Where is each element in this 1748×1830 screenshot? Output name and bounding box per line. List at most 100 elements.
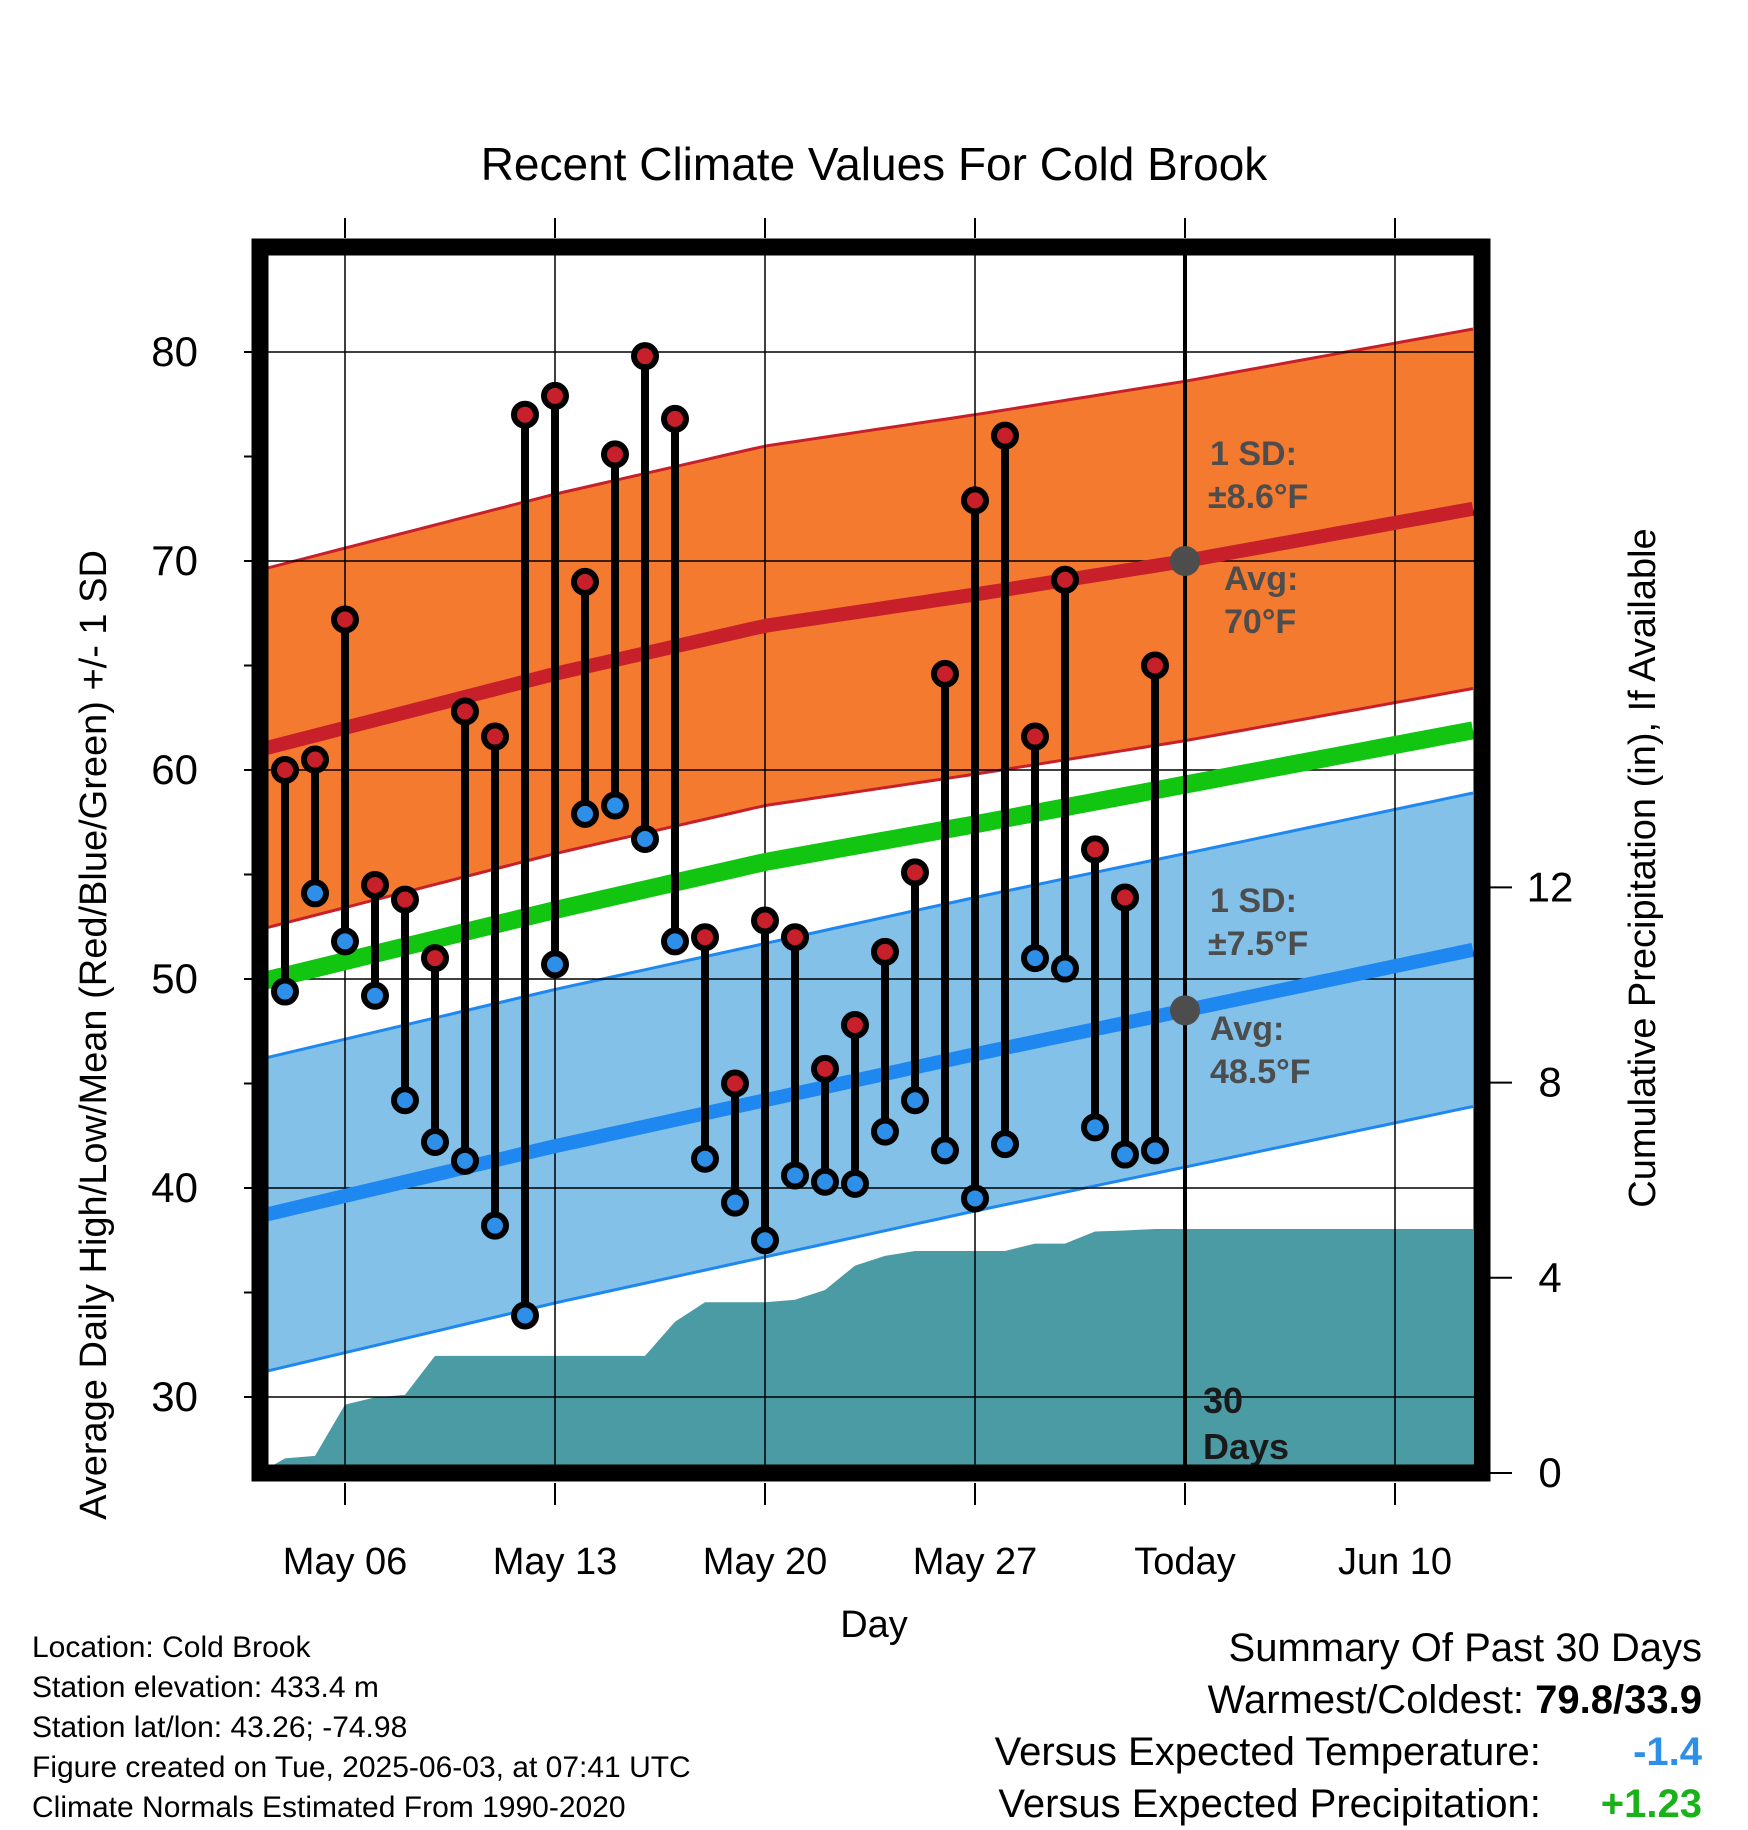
low-point (901, 1086, 929, 1115)
days-count: 30 (1203, 1380, 1243, 1421)
chart-title: Recent Climate Values For Cold Brook (481, 138, 1269, 190)
high-point (541, 381, 569, 410)
low-avg-value: 48.5°F (1210, 1053, 1311, 1091)
high-point (661, 404, 689, 433)
low-point (1141, 1136, 1169, 1165)
high-point (1081, 835, 1109, 864)
x-tick-label: Jun 10 (1338, 1541, 1452, 1583)
low-avg-label: Avg: (1210, 1010, 1284, 1048)
low-point (1111, 1140, 1139, 1169)
normals-text: Climate Normals Estimated From 1990-2020 (32, 1791, 626, 1824)
x-tick-label: Today (1134, 1541, 1235, 1583)
high-average-line (260, 501, 1475, 757)
today-low-avg-marker (1170, 995, 1200, 1026)
location-text: Location: Cold Brook (32, 1631, 311, 1664)
y-tick-label: 40 (151, 1164, 198, 1211)
low-point (301, 879, 329, 908)
plot-frame (251, 238, 1491, 1482)
high-point (1141, 651, 1169, 680)
low-point (571, 799, 599, 828)
low-point (1051, 954, 1079, 983)
y-tick-label: 50 (151, 955, 198, 1002)
low-point (781, 1161, 809, 1190)
high-point (1051, 565, 1079, 594)
low-point (391, 1086, 419, 1115)
high-point (1021, 722, 1049, 751)
high-point (601, 440, 629, 469)
low-average-line (260, 942, 1475, 1224)
low-point (601, 791, 629, 820)
created-text: Figure created on Tue, 2025-06-03, at 07… (32, 1751, 691, 1784)
x-tick-label: May 27 (913, 1541, 1038, 1583)
x-tick-label: May 20 (703, 1541, 828, 1583)
y-tick-label: 80 (151, 328, 198, 375)
high-avg-label: Avg: (1224, 560, 1298, 598)
low-point (541, 950, 569, 979)
high-sd-label: 1 SD: (1210, 435, 1297, 473)
high-sd-band (260, 329, 1473, 930)
low-point (751, 1226, 779, 1255)
x-tick-label: May 06 (283, 1541, 408, 1583)
summary-title: Summary Of Past 30 Days (1228, 1626, 1702, 1670)
low-point (811, 1167, 839, 1196)
low-point (931, 1136, 959, 1165)
low-point (331, 927, 359, 956)
days-label: Days (1203, 1426, 1289, 1467)
high-point (571, 567, 599, 596)
summary-warmest-row: Warmest/Coldest: 79.8/33.9 (995, 1674, 1702, 1726)
high-point (481, 722, 509, 751)
low-point (1021, 944, 1049, 973)
high-point (991, 421, 1019, 450)
latlon-text: Station lat/lon: 43.26; -74.98 (32, 1711, 408, 1744)
low-point (511, 1301, 539, 1330)
y2-tick-label: 4 (1538, 1254, 1561, 1301)
plot-area: 1 SD: ±8.6°F Avg: 70°F 1 SD: ±7.5°F Avg: 48.5°F… (151, 218, 1573, 1583)
high-point (361, 870, 389, 899)
temp-label: Versus Expected Temperature: (994, 1730, 1541, 1774)
high-point (631, 342, 659, 371)
summary-panel: Summary Of Past 30 Days Warmest/Coldest:… (995, 1622, 1702, 1830)
high-point (421, 944, 449, 973)
low-point (721, 1188, 749, 1217)
precip-value: +1.23 (1600, 1782, 1702, 1826)
low-point (991, 1130, 1019, 1159)
low-sd-label: 1 SD: (1210, 882, 1297, 920)
summary-temp-row: Versus Expected Temperature: -1.4 (995, 1726, 1702, 1778)
y-tick-label: 60 (151, 746, 198, 793)
high-point (691, 923, 719, 952)
high-point (781, 923, 809, 952)
high-point (1111, 883, 1139, 912)
low-point (691, 1144, 719, 1173)
high-point (901, 858, 929, 887)
high-point (331, 605, 359, 634)
y-tick-label: 30 (151, 1373, 198, 1420)
low-band-upper-edge (260, 791, 1474, 1061)
high-band-upper-edge (260, 327, 1474, 572)
x-axis-label: Day (840, 1604, 908, 1646)
high-point (811, 1054, 839, 1083)
high-point (721, 1069, 749, 1098)
high-band-lower-edge (260, 687, 1474, 931)
temp-value: -1.4 (1633, 1730, 1702, 1774)
high-point (751, 906, 779, 935)
station-info: Location: Cold Brook Station elevation: … (32, 1628, 691, 1828)
low-sd-value: ±7.5°F (1208, 925, 1308, 963)
low-point (451, 1146, 479, 1175)
warmest-value: 79.8/33.9 (1535, 1678, 1702, 1722)
low-point (631, 824, 659, 853)
precipitation-area (264, 1229, 1473, 1473)
high-point (841, 1010, 869, 1039)
high-point (961, 486, 989, 515)
y-axis-label-left: Average Daily High/Low/Mean (Red/Blue/Gr… (73, 550, 115, 1520)
warmest-label: Warmest/Coldest: (1207, 1678, 1525, 1722)
summary-precip-row: Versus Expected Precipitation: +1.23 (995, 1778, 1702, 1830)
plot-content: 1 SD: ±8.6°F Avg: 70°F 1 SD: ±7.5°F Avg: 48.5°F… (260, 247, 1482, 1473)
high-point (271, 756, 299, 784)
low-band-lower-edge (260, 1105, 1474, 1375)
elevation-text: Station elevation: 433.4 m (32, 1671, 379, 1704)
high-point (391, 885, 419, 914)
y2-tick-label: 12 (1527, 863, 1574, 910)
y2-tick-label: 0 (1538, 1449, 1561, 1496)
high-point (451, 697, 479, 726)
